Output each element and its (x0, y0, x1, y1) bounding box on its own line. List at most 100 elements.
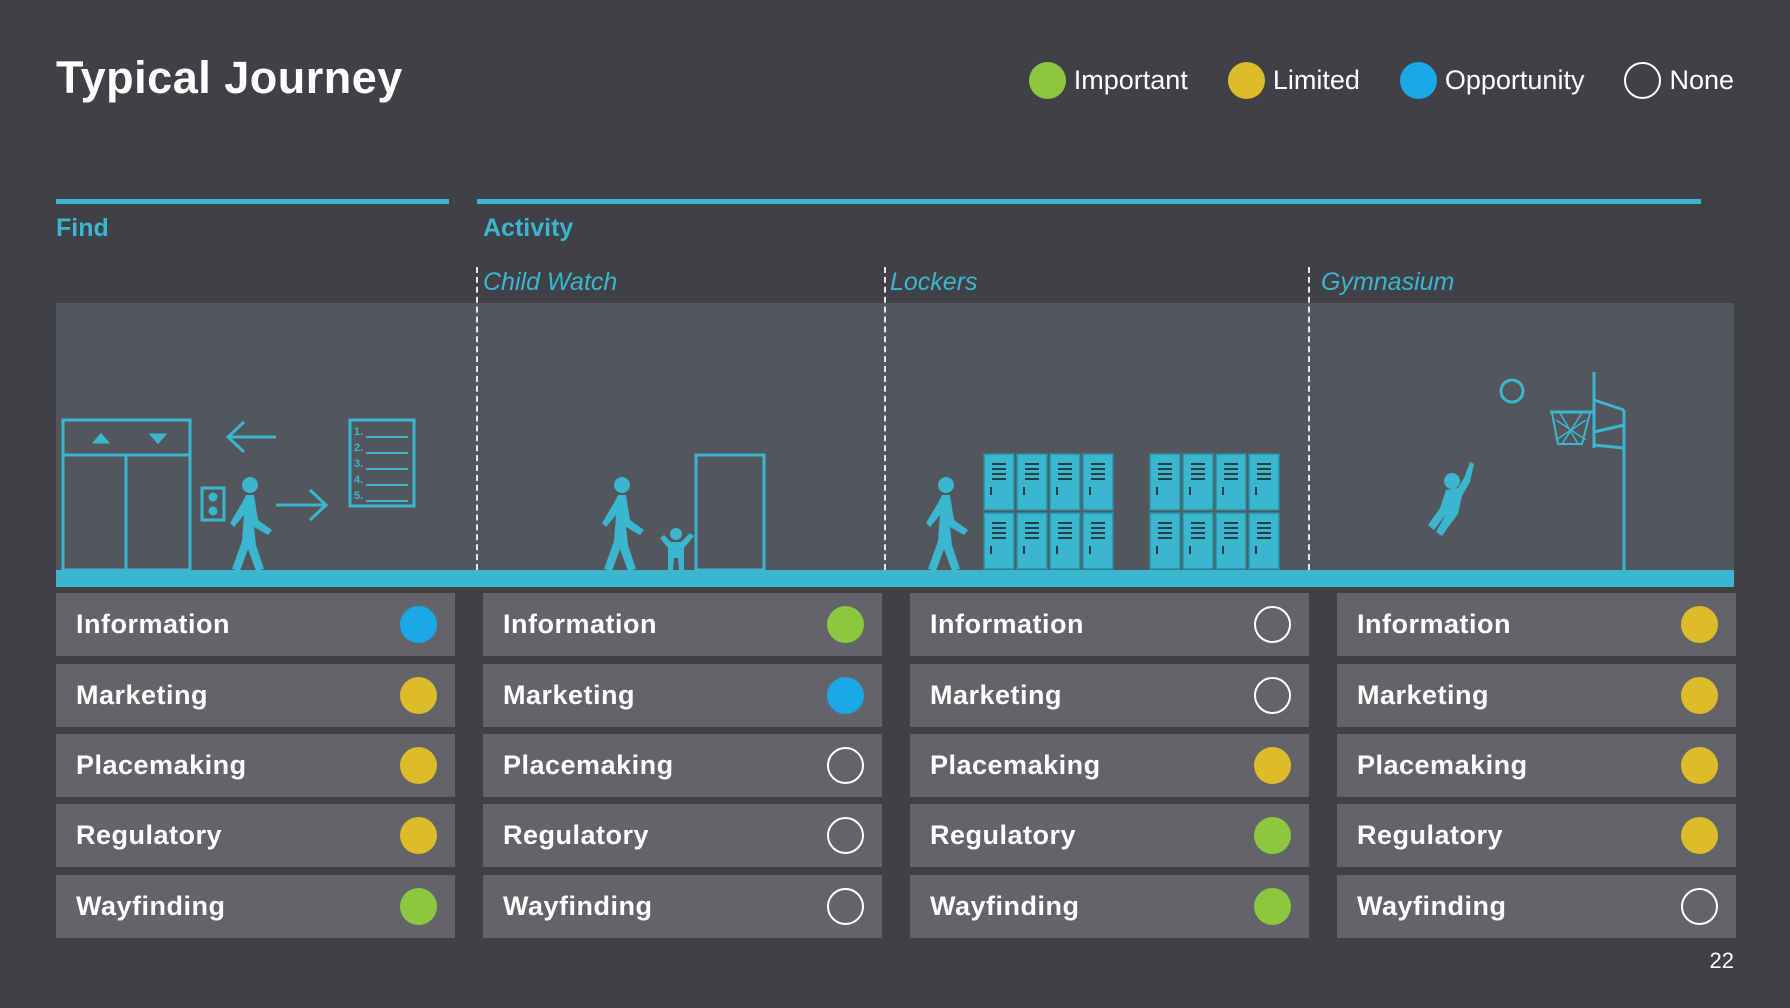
status-card-label: Placemaking (503, 750, 674, 780)
status-card-label: Regulatory (503, 820, 650, 850)
jumping-player-icon (1428, 462, 1474, 536)
walking-person-icon (926, 477, 968, 571)
opportunity-status-dot-icon (827, 677, 864, 714)
limited-status-dot-icon (1681, 817, 1718, 854)
status-card-label: Placemaking (1357, 750, 1528, 780)
status-card-label: Placemaking (76, 750, 247, 780)
find-section-line (56, 199, 449, 204)
status-card-label: Wayfinding (76, 891, 226, 921)
status-card-label: Marketing (503, 680, 636, 710)
page-number: 22 (1709, 948, 1734, 973)
status-card: Information (1337, 593, 1736, 656)
important-status-dot-icon (1254, 888, 1291, 925)
section-label-find: Find (56, 214, 109, 242)
none-status-dot-icon (827, 817, 864, 854)
status-card-label: Information (930, 609, 1084, 639)
stage-label-gymnasium: Gymnasium (1321, 268, 1455, 296)
status-card: Placemaking (910, 734, 1309, 797)
none-status-dot-icon (1681, 888, 1718, 925)
status-card: Wayfinding (1337, 875, 1736, 938)
status-card: Regulatory (483, 804, 882, 867)
status-card-label: Information (503, 609, 657, 639)
status-card-label: Placemaking (930, 750, 1101, 780)
stage-divider (884, 267, 886, 570)
limited-status-dot-icon (400, 747, 437, 784)
locker-icon (1149, 453, 1280, 570)
ground-line (56, 570, 1734, 587)
status-card: Placemaking (483, 734, 882, 797)
status-card-label: Marketing (1357, 680, 1490, 710)
status-card: Information (910, 593, 1309, 656)
limited-status-dot-icon (1681, 677, 1718, 714)
status-card-label: Information (76, 609, 230, 639)
status-card-label: Wayfinding (930, 891, 1080, 921)
opportunity-status-dot-icon (400, 606, 437, 643)
status-card: Marketing (483, 664, 882, 727)
activity-section-line (477, 199, 1701, 204)
status-card: Information (56, 593, 455, 656)
limited-status-dot-icon (1681, 606, 1718, 643)
limited-status-dot-icon (1681, 747, 1718, 784)
limited-status-dot-icon (400, 677, 437, 714)
status-card: Marketing (56, 664, 455, 727)
status-card-label: Regulatory (930, 820, 1077, 850)
journey-scene (56, 303, 1734, 587)
opportunity-dot-icon (1399, 62, 1437, 99)
status-card: Wayfinding (56, 875, 455, 938)
status-card: Placemaking (56, 734, 455, 797)
status-card: Regulatory (910, 804, 1309, 867)
stage-divider (476, 267, 478, 570)
status-card: Regulatory (1337, 804, 1736, 867)
none-status-dot-icon (1254, 677, 1291, 714)
none-status-dot-icon (827, 888, 864, 925)
status-card-label: Wayfinding (1357, 891, 1507, 921)
door-icon (694, 453, 766, 572)
status-card: Information (483, 593, 882, 656)
elevator-icon (61, 418, 226, 572)
legend: Important Limited Opportunity None (1028, 62, 1734, 99)
important-status-dot-icon (1254, 817, 1291, 854)
legend-label: Limited (1272, 65, 1360, 95)
directory-number: 2. (354, 442, 363, 454)
status-card: Marketing (910, 664, 1309, 727)
arrow-right-icon (276, 488, 329, 522)
walking-person-icon (602, 477, 644, 571)
status-card: Marketing (1337, 664, 1736, 727)
directory-number: 5. (354, 490, 363, 502)
section-label-activity: Activity (483, 214, 574, 242)
none-status-dot-icon (827, 747, 864, 784)
status-card: Placemaking (1337, 734, 1736, 797)
directory-number: 1. (354, 426, 363, 438)
directory-number: 4. (354, 474, 363, 486)
important-status-dot-icon (400, 888, 437, 925)
none-status-dot-icon (1254, 606, 1291, 643)
locker-icon (983, 453, 1114, 570)
legend-item-important: Important (1028, 62, 1188, 99)
status-card-label: Regulatory (1357, 820, 1504, 850)
legend-item-none: None (1624, 62, 1734, 99)
stage-label-lockers: Lockers (890, 268, 978, 296)
limited-status-dot-icon (400, 817, 437, 854)
page-title: Typical Journey (56, 52, 403, 103)
legend-item-limited: Limited (1227, 62, 1360, 99)
status-card-label: Marketing (76, 680, 209, 710)
status-card-label: Marketing (930, 680, 1063, 710)
stage-label-child-watch: Child Watch (483, 268, 618, 296)
none-dot-icon (1624, 62, 1662, 99)
limited-status-dot-icon (1254, 747, 1291, 784)
status-card-label: Wayfinding (503, 891, 653, 921)
child-icon (660, 528, 694, 570)
status-card: Regulatory (56, 804, 455, 867)
status-card: Wayfinding (910, 875, 1309, 938)
stage-divider (1308, 267, 1310, 570)
legend-label: None (1669, 65, 1734, 95)
directory-number: 3. (354, 458, 363, 470)
arrow-left-icon (225, 420, 276, 454)
status-card-label: Regulatory (76, 820, 223, 850)
limited-dot-icon (1227, 62, 1265, 99)
legend-item-opportunity: Opportunity (1399, 62, 1585, 99)
walking-person-icon (230, 477, 272, 571)
legend-label: Opportunity (1444, 65, 1585, 95)
basketball-icon (1499, 378, 1525, 404)
